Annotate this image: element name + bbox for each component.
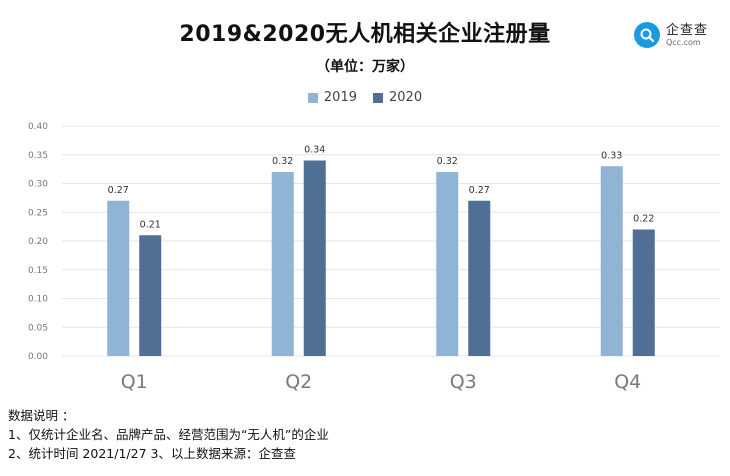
data-label: 0.21 — [140, 219, 161, 230]
bar-chart: 0.00 0.05 0.10 0.15 0.20 0.25 0.30 0.35 0.40 0.27… — [28, 122, 720, 393]
legend-swatch-2019 — [307, 92, 318, 103]
y-tick-label: 0.40 — [28, 122, 48, 132]
notes-line-2: 2、统计时间 2021/1/27 3、以上数据来源：企查查 — [8, 446, 296, 461]
logo-name: 企查查 — [665, 22, 708, 38]
notes-line-1: 1、仅统计企业名、品牌产品、经营范围为“无人机”的企业 — [8, 427, 329, 442]
legend-swatch-2020 — [373, 92, 383, 103]
bar-2019-Q3 — [436, 172, 459, 356]
bar-2019-Q4 — [600, 166, 623, 356]
y-tick-label: 0.25 — [28, 208, 48, 218]
y-tick-label: 0.35 — [28, 151, 48, 161]
bar-2019-Q2 — [271, 172, 294, 356]
x-tick-label: Q3 — [450, 371, 477, 393]
qcc-logo: 企查查 Qcc.com — [633, 22, 708, 48]
bar-2020-Q1 — [139, 235, 162, 356]
legend-item-2020: 2020 — [373, 90, 422, 105]
data-label: 0.27 — [108, 185, 129, 196]
bar-2020-Q3 — [468, 200, 491, 356]
y-tick-label: 0.30 — [28, 180, 48, 190]
y-tick-label: 0.05 — [28, 323, 48, 333]
bar-2019-Q1 — [107, 200, 130, 356]
data-label: 0.33 — [601, 150, 622, 161]
x-tick-label: Q4 — [614, 371, 641, 393]
legend-label-2020: 2020 — [389, 90, 423, 105]
bar-2020-Q4 — [632, 229, 655, 356]
data-label: 0.22 — [633, 214, 654, 225]
logo-domain: Qcc.com — [665, 37, 701, 47]
y-tick-label: 0.00 — [28, 352, 48, 362]
bar-2020-Q2 — [303, 160, 326, 356]
y-tick-label: 0.10 — [28, 295, 48, 305]
x-tick-label: Q1 — [121, 371, 148, 393]
notes-heading: 数据说明 ： — [8, 408, 75, 423]
data-notes: 数据说明 ： 1、仅统计企业名、品牌产品、经营范围为“无人机”的企业 2、统计时… — [8, 406, 329, 463]
legend-label-2019: 2019 — [323, 90, 357, 105]
legend: 2019 2020 — [0, 90, 730, 105]
y-tick-label: 0.15 — [28, 266, 48, 276]
x-tick-label: Q2 — [285, 371, 312, 393]
magnifier-q-icon — [633, 22, 660, 48]
data-label: 0.27 — [469, 185, 490, 196]
chart-title: 2019&2020无人机相关企业注册量 — [179, 22, 551, 47]
data-label: 0.34 — [304, 145, 325, 156]
y-tick-label: 0.20 — [28, 237, 48, 247]
chart-subtitle: （单位：万家） — [316, 59, 414, 75]
data-label: 0.32 — [272, 156, 293, 167]
data-label: 0.32 — [437, 156, 458, 167]
legend-item-2019: 2019 — [307, 90, 357, 105]
